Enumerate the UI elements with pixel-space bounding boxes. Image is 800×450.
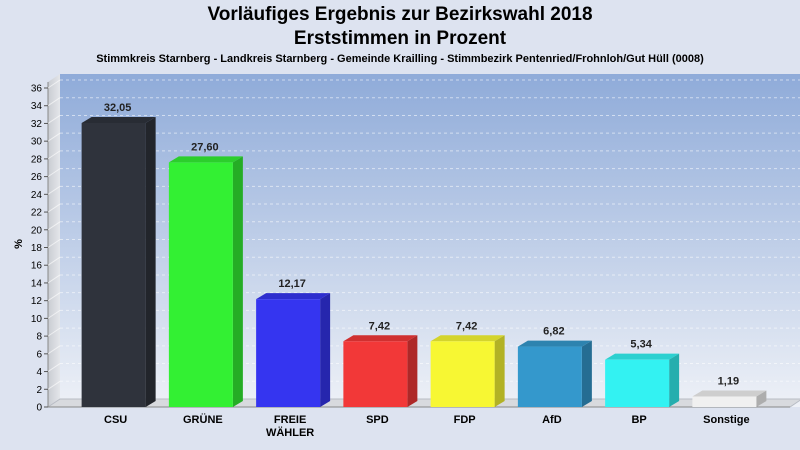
bar-front [692,396,757,407]
category-label: SPD [366,414,389,426]
bar [81,117,156,407]
y-tick-label: 16 [31,261,43,272]
gridline-wall [47,380,61,390]
y-tick-label: 32 [31,119,43,130]
data-label: 7,42 [369,320,390,332]
bar-top [692,390,767,397]
bar-side [756,390,767,407]
bar-front [256,299,321,407]
floor [46,398,800,408]
bar [343,335,418,407]
chart-subtitle: Erststimmen in Prozent [293,28,507,49]
bar-top [517,340,592,347]
bar-top [430,335,505,342]
gridline-wall [47,256,61,266]
bar [168,156,243,407]
gridline-wall [47,239,61,248]
category-label: GRÜNE [183,413,223,426]
gridline-wall [47,309,61,319]
bar-top [256,293,331,300]
y-tick-label: 30 [31,137,43,148]
chart-title: Vorläufiges Ergebnis zur Bezirkswahl 201… [207,4,593,25]
bar-side [407,335,418,407]
bar-top [605,353,680,360]
gridline-wall [47,292,61,302]
bar-side [581,340,592,407]
y-tick-label: 10 [31,314,43,325]
gridline-wall [47,327,61,337]
y-tick-label: 0 [36,403,42,414]
y-tick-label: 34 [31,101,43,112]
y-tick-label: 6 [36,349,42,360]
gridline-wall [47,97,61,107]
bar [692,390,767,407]
y-tick-label: 18 [31,243,43,254]
bar [256,293,331,407]
y-tick-label: 36 [31,84,43,95]
bar-side [494,335,505,407]
data-label: 12,17 [278,278,306,290]
y-tick-label: 22 [31,208,43,219]
bar-side [320,293,331,407]
data-label: 6,82 [543,326,564,338]
y-tick-label: 4 [36,367,42,378]
bar-top [81,117,156,124]
bar [605,353,680,407]
category-label: Sonstige [703,414,749,426]
gridline-wall [47,363,61,372]
bar [517,340,592,407]
gridline-wall [47,115,61,124]
gridline-wall [47,79,61,89]
chart-caption: Stimmkreis Starnberg - Landkreis Starnbe… [96,53,704,65]
gridline-wall [47,132,61,142]
y-tick-label: 24 [31,190,43,201]
data-label: 27,60 [191,141,219,153]
bar-side [145,117,156,407]
y-tick-label: 20 [31,225,43,236]
data-label: 32,05 [104,102,132,114]
y-tick-label: 26 [31,172,43,183]
gridline-wall [47,168,61,178]
y-tick-label: 14 [31,278,43,289]
y-tick-label: 28 [31,154,43,165]
gridline-wall [47,274,61,284]
category-label: CSU [104,414,127,426]
category-label: FDP [454,414,476,426]
data-label: 1,19 [718,375,739,387]
bar-front [517,346,582,407]
bar-front [81,123,146,407]
bar-side [669,353,680,407]
y-tick-label: 2 [36,385,42,396]
y-tick-label: 12 [31,296,43,307]
bar-front [343,341,408,407]
bar-side [232,156,243,407]
category-label: BP [631,414,646,426]
bar [430,335,505,407]
gridline-wall [47,345,61,355]
bar-front [605,359,670,407]
gridline-wall [47,185,61,195]
category-label: FREIE [274,414,306,426]
y-tick-label: 8 [36,332,42,343]
gridline-wall [47,150,61,160]
bar-top [168,156,243,163]
gridline-wall [47,221,61,231]
gridline-wall [47,203,61,213]
data-label: 5,34 [630,339,652,351]
y-axis-label: % [13,239,25,249]
data-label: 7,42 [456,320,477,332]
bar-front [430,341,495,407]
category-label: WÄHLER [266,426,314,439]
category-label: AfD [542,414,562,426]
bar-top [343,335,418,342]
bar-front [168,162,233,407]
